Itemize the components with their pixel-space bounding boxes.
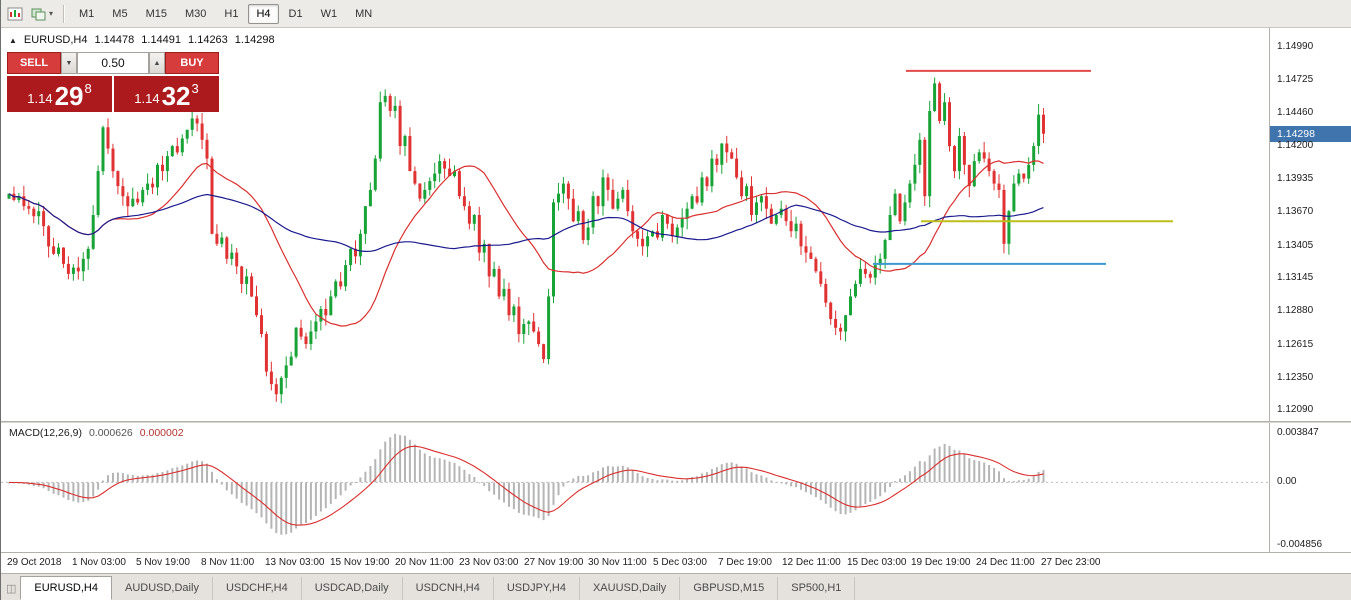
timeframe-button-w1[interactable]: W1: [320, 7, 338, 20]
time-axis-label: 7 Dec 19:00: [718, 557, 772, 568]
timeframe-button-m15[interactable]: M15: [145, 7, 167, 20]
main-chart-panel[interactable]: ▲ EURUSD,H4 1.14478 1.14491 1.14263 1.14…: [1, 28, 1351, 421]
time-axis-label: 19 Dec 19:00: [911, 557, 971, 568]
macd-axis-label: 0.00: [1277, 476, 1297, 488]
time-axis-label: 20 Nov 11:00: [395, 557, 454, 568]
price-axis-label: 1.14725: [1277, 74, 1314, 86]
time-axis-label: 27 Dec 23:00: [1041, 557, 1101, 568]
timeframe-button-m30[interactable]: M30: [184, 7, 207, 20]
time-axis[interactable]: 29 Oct 2018 1 Nov 03:00 5 Nov 19:00 8 Nov 1…: [1, 552, 1351, 573]
price-axis-label: 1.12090: [1277, 404, 1314, 416]
price-axis-label: 1.12880: [1277, 305, 1314, 317]
chart-header: ▲ EURUSD,H4 1.14478 1.14491 1.14263 1.14…: [9, 34, 275, 46]
sell-price-prefix: 1.14: [27, 91, 53, 106]
price-axis-label: 1.13935: [1277, 173, 1314, 185]
tabbar-grip-icon: ◫: [6, 583, 17, 595]
time-axis-label: 15 Nov 19:00: [330, 557, 390, 568]
price-axis-label: 1.13405: [1277, 239, 1314, 251]
time-axis-label: 29 Oct 2018: [7, 557, 62, 568]
price-axis-label: 1.14990: [1277, 41, 1314, 53]
volume-increase-button[interactable]: ▲: [149, 52, 165, 74]
trade-controls-row: SELL ▼ ▲ BUY: [7, 52, 219, 74]
time-axis-label: 23 Nov 03:00: [459, 557, 519, 568]
candlestick-canvas[interactable]: [1, 28, 1269, 421]
ohlc-high: 1.14491: [141, 34, 182, 46]
ohlc-low: 1.14263: [188, 34, 228, 46]
time-axis-label: 12 Dec 11:00: [782, 557, 841, 568]
indicators-glyph: [31, 8, 46, 20]
chart-tab-eurusd[interactable]: EURUSD,H4: [20, 576, 112, 600]
chart-tab-audusd[interactable]: AUDUSD,Daily: [112, 577, 213, 600]
price-axis-label: 1.14460: [1277, 107, 1314, 119]
volume-decrease-button[interactable]: ▼: [61, 52, 77, 74]
chart-window-glyph: [7, 7, 23, 20]
spin-down-icon: ▼: [65, 59, 73, 67]
chart-tab-sp500[interactable]: SP500,H1: [778, 577, 856, 600]
time-axis-label: 8 Nov 11:00: [201, 557, 255, 568]
macd-axis-label: -0.004856: [1277, 538, 1323, 550]
chart-symbol-label: EURUSD,H4: [23, 34, 88, 46]
macd-panel[interactable]: MACD(12,26,9) 0.000626 0.000002 0.003847…: [1, 423, 1351, 552]
price-axis-label: 1.12615: [1277, 338, 1314, 350]
chart-tab-xauusd[interactable]: XAUUSD,Daily: [580, 577, 681, 600]
chart-tab-usdcnh[interactable]: USDCNH,H4: [403, 577, 494, 600]
time-axis-label: 13 Nov 03:00: [265, 557, 325, 568]
ohlc-open: 1.14478: [94, 34, 135, 46]
timeframe-button-mn[interactable]: MN: [355, 7, 373, 20]
macd-title: MACD(12,26,9): [9, 427, 82, 439]
time-axis-label: 15 Dec 03:00: [847, 557, 907, 568]
toolbar-separator: [63, 4, 65, 23]
time-axis-label: 1 Nov 03:00: [72, 557, 126, 568]
buy-price-pips: 32: [161, 81, 191, 111]
buy-price-prefix: 1.14: [134, 91, 160, 106]
sell-button[interactable]: SELL: [7, 52, 61, 74]
chart-tab-usdcad[interactable]: USDCAD,Daily: [302, 577, 403, 600]
timeframe-button-m5[interactable]: M5: [112, 7, 128, 20]
timeframe-button-d1[interactable]: D1: [288, 7, 303, 20]
price-axis-label: 1.14200: [1277, 140, 1314, 152]
spin-up-icon: ▲: [153, 59, 161, 67]
chevron-down-icon: ▾: [49, 9, 54, 18]
time-axis-label: 27 Nov 19:00: [524, 557, 584, 568]
indicators-icon[interactable]: ▾: [27, 3, 57, 25]
buy-button[interactable]: BUY: [165, 52, 219, 74]
timeframe-button-h4[interactable]: H4: [248, 3, 279, 24]
macd-value-signal: 0.000002: [139, 427, 184, 439]
buy-price-box[interactable]: 1.14 32 3: [114, 76, 219, 112]
buy-price-point: 3: [191, 81, 199, 96]
panel-splitter[interactable]: [1, 421, 1351, 423]
price-axis-label: 1.13145: [1277, 272, 1314, 284]
macd-value-main: 0.000626: [88, 427, 133, 439]
trade-prices-row: 1.14 29 8 1.14 32 3: [7, 76, 219, 112]
one-click-trade-panel: SELL ▼ ▲ BUY 1.14 29 8 1.14 32 3: [7, 52, 219, 112]
time-axis-label: 5 Nov 19:00: [136, 557, 190, 568]
chart-tab-usdchf[interactable]: USDCHF,H4: [213, 577, 302, 600]
sell-price-pips: 29: [54, 81, 84, 111]
timeframe-group: M1 M5 M15 M30 H1 H4 D1 W1 MN: [70, 3, 381, 24]
macd-axis[interactable]: 0.003847 0.00 -0.004856: [1269, 423, 1351, 552]
macd-canvas[interactable]: [1, 423, 1269, 552]
toolbar: ▾ M1 M5 M15 M30 H1 H4 D1 W1 MN: [1, 0, 1351, 28]
chart-tab-usdjpy[interactable]: USDJPY,H4: [494, 577, 580, 600]
price-axis-label: 1.12350: [1277, 371, 1314, 383]
macd-indicator-label: MACD(12,26,9) 0.000626 0.000002: [9, 427, 184, 439]
chart-tab-bar: ◫ EURUSD,H4 AUDUSD,Daily USDCHF,H4 USDCAD,D…: [1, 573, 1351, 600]
current-price-badge: 1.14298: [1270, 126, 1351, 142]
volume-input[interactable]: [77, 52, 149, 74]
chart-tab-gbpusd[interactable]: GBPUSD,M15: [680, 577, 779, 600]
sell-price-point: 8: [84, 81, 92, 96]
time-axis-label: 5 Dec 03:00: [653, 557, 707, 568]
chart-marker-icon: ▲: [9, 35, 17, 45]
sell-price-box[interactable]: 1.14 29 8: [7, 76, 112, 112]
timeframe-button-m1[interactable]: M1: [79, 7, 95, 20]
chart-window-icon[interactable]: [3, 3, 27, 25]
time-axis-label: 30 Nov 11:00: [588, 557, 647, 568]
price-axis-label: 1.13670: [1277, 206, 1314, 218]
macd-axis-label: 0.003847: [1277, 426, 1319, 438]
ohlc-close: 1.14298: [234, 34, 275, 46]
time-axis-label: 24 Dec 11:00: [976, 557, 1035, 568]
price-axis[interactable]: 1.14298 1.14990 1.14725 1.14460 1.14200 1.13…: [1269, 28, 1351, 421]
timeframe-button-h1[interactable]: H1: [224, 7, 239, 20]
